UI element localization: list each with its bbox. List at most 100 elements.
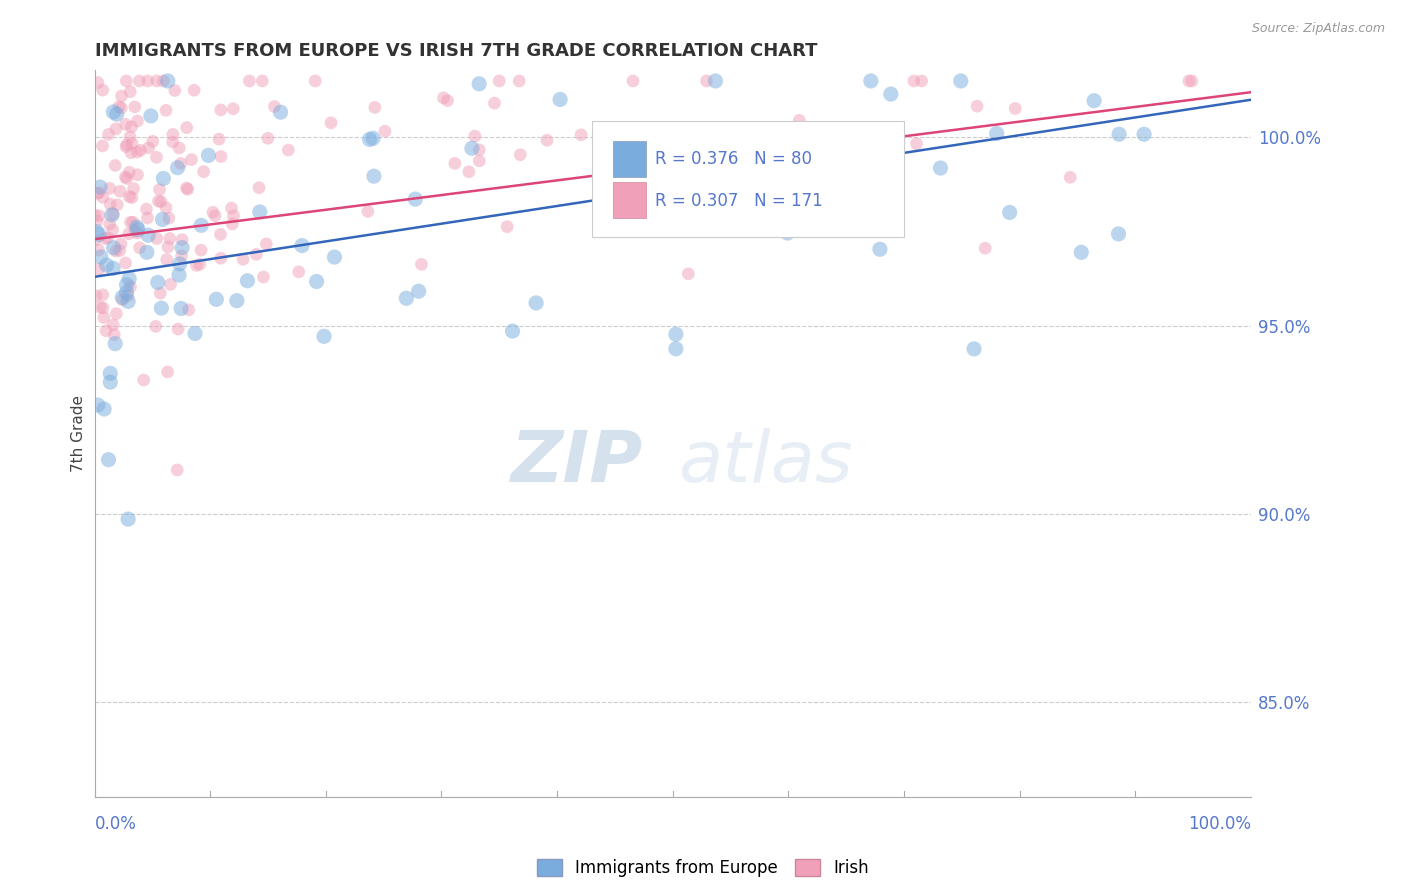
Point: [117, 512, 139, 526]
Point: [155, 103, 177, 118]
Point: [621, 74, 644, 88]
Point: [665, 327, 688, 342]
Point: [678, 267, 700, 281]
Point: [163, 83, 186, 97]
Point: [193, 164, 215, 178]
Point: [87, 262, 110, 277]
Point: [149, 194, 172, 209]
Point: [201, 205, 224, 219]
Point: [87, 243, 110, 257]
Point: [145, 319, 167, 334]
Point: [222, 102, 245, 116]
Point: [974, 241, 997, 255]
Point: [145, 150, 167, 164]
Point: [277, 143, 299, 157]
Point: [468, 143, 491, 157]
Point: [115, 285, 138, 300]
Point: [155, 201, 177, 215]
Point: [118, 189, 141, 203]
Point: [89, 300, 111, 314]
Point: [152, 74, 174, 88]
Point: [110, 89, 132, 103]
Point: [152, 212, 174, 227]
Point: [146, 231, 169, 245]
Point: [236, 274, 259, 288]
Point: [166, 463, 188, 477]
Point: [209, 150, 232, 164]
Point: [188, 257, 211, 271]
Point: [184, 326, 207, 341]
Point: [876, 157, 898, 171]
Point: [103, 207, 125, 221]
Point: [963, 342, 986, 356]
Point: [98, 367, 121, 381]
Point: [103, 105, 125, 120]
Point: [238, 74, 260, 88]
Point: [139, 109, 162, 123]
Point: [135, 202, 157, 216]
Point: [93, 310, 115, 325]
Point: [84, 289, 107, 303]
Point: [696, 74, 718, 88]
Point: [94, 231, 117, 245]
Point: [903, 74, 925, 88]
Point: [1108, 227, 1130, 241]
Point: [87, 76, 110, 90]
Point: [142, 134, 165, 148]
Point: [127, 145, 149, 159]
Point: [110, 101, 132, 115]
Point: [122, 215, 145, 229]
Point: [468, 77, 491, 91]
Point: [146, 276, 169, 290]
Point: [87, 186, 110, 200]
Point: [156, 252, 179, 267]
Point: [359, 132, 381, 146]
Point: [128, 74, 150, 88]
Point: [115, 140, 138, 154]
Point: [319, 116, 342, 130]
Point: [364, 100, 387, 114]
Point: [157, 211, 180, 226]
Point: [408, 284, 430, 298]
Point: [90, 250, 112, 264]
Point: [91, 287, 114, 301]
Point: [149, 286, 172, 301]
Point: [1083, 94, 1105, 108]
Point: [221, 201, 243, 215]
Point: [136, 228, 159, 243]
Point: [225, 293, 247, 308]
Point: [101, 208, 124, 222]
Point: [120, 215, 142, 229]
Point: [357, 204, 380, 219]
Point: [120, 129, 142, 144]
Point: [1108, 127, 1130, 141]
Point: [190, 243, 212, 257]
Point: [101, 223, 124, 237]
Point: [120, 145, 142, 160]
Point: [734, 138, 756, 153]
Point: [910, 74, 932, 88]
Point: [966, 99, 988, 113]
Point: [105, 307, 128, 321]
Point: [108, 244, 131, 258]
Point: [464, 129, 486, 144]
Point: [252, 74, 274, 88]
Point: [789, 113, 811, 128]
Point: [361, 131, 384, 145]
Point: [97, 452, 120, 467]
Point: [156, 365, 179, 379]
Point: [132, 373, 155, 387]
Point: [91, 190, 114, 204]
Point: [103, 327, 125, 342]
Point: [121, 136, 143, 151]
Point: [103, 241, 125, 255]
Point: [91, 301, 114, 315]
Point: [291, 238, 314, 252]
Point: [247, 180, 270, 194]
Point: [105, 107, 128, 121]
Point: [135, 245, 157, 260]
Point: [159, 231, 181, 245]
Point: [880, 87, 903, 101]
Point: [136, 74, 159, 88]
Point: [502, 324, 524, 338]
